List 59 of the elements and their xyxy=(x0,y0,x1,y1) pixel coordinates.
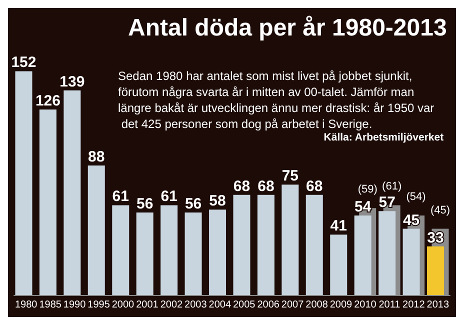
x-tick-label: 1985 xyxy=(39,300,62,310)
data-label: 68 xyxy=(233,178,250,195)
data-label: 68 xyxy=(306,178,323,195)
data-label: 54 xyxy=(354,198,372,216)
data-label: (61) xyxy=(382,180,402,193)
bar xyxy=(257,194,274,295)
x-tick-label: 2005 xyxy=(232,300,256,310)
x-tick-label: 1990 xyxy=(63,300,86,310)
data-label: (45) xyxy=(430,204,450,216)
x-tick-label: 2009 xyxy=(330,300,353,310)
bar xyxy=(282,184,299,295)
x-tick-label: 2012 xyxy=(402,300,426,310)
bar xyxy=(112,205,130,295)
x-tick-label: 1995 xyxy=(88,300,110,310)
data-label: 126 xyxy=(35,92,60,110)
bar xyxy=(209,210,226,295)
bar xyxy=(88,165,105,295)
data-label: 58 xyxy=(209,192,226,210)
x-tick-label: 2002 xyxy=(160,300,184,310)
bar xyxy=(64,90,81,295)
data-label: 61 xyxy=(112,188,129,206)
bar xyxy=(330,234,348,295)
x-tick-label: 2004 xyxy=(208,300,232,310)
data-label: 56 xyxy=(184,196,202,213)
bar xyxy=(160,205,178,295)
data-label: 56 xyxy=(136,196,154,213)
annotation: Källa: Arbetsmiljöverket xyxy=(324,132,444,144)
data-label: 68 xyxy=(258,178,274,195)
data-label: 152 xyxy=(11,54,36,72)
bar xyxy=(39,110,56,295)
data-label: 139 xyxy=(60,73,85,90)
text: Sedan 1980 har antalet som mist livet på jobbet sjunkit, förutom några svarta år i mitten av 00-talet. Jämför man längre bakåt är utvecklingen ännu mer drastisk: år 1950 var det 425 personer som dog på arbetet i Sverige. xyxy=(118,69,434,131)
x-tick-label: 2013 xyxy=(426,300,450,310)
x-tick-label: 2011 xyxy=(378,300,401,310)
x-tick-label: 2001 xyxy=(136,300,159,310)
bar xyxy=(15,71,32,295)
chart-title: Antal döda per år 1980-2013 xyxy=(128,14,447,42)
bar xyxy=(233,194,250,295)
x-tick-label: 2006 xyxy=(257,300,280,310)
bar xyxy=(378,211,396,295)
data-label: 88 xyxy=(88,148,105,166)
bar xyxy=(184,212,202,295)
data-label: 61 xyxy=(160,188,178,206)
bar xyxy=(306,194,323,295)
bar xyxy=(427,246,444,295)
bar xyxy=(402,228,420,295)
data-label: 57 xyxy=(378,194,396,212)
x-tick-label: 2003 xyxy=(184,300,208,310)
x-tick-label: 2010 xyxy=(354,300,377,310)
data-label: 75 xyxy=(282,168,299,185)
x-tick-label: 2007 xyxy=(281,300,304,310)
x-tick-label: 2000 xyxy=(112,300,135,310)
data-label: 41 xyxy=(330,218,347,235)
x-tick-label: 2008 xyxy=(306,300,328,310)
data-label: (54) xyxy=(406,191,426,203)
data-label: (59) xyxy=(358,184,378,196)
bar xyxy=(354,216,372,295)
x-tick-label: 1980 xyxy=(14,300,38,310)
bar xyxy=(136,212,154,295)
